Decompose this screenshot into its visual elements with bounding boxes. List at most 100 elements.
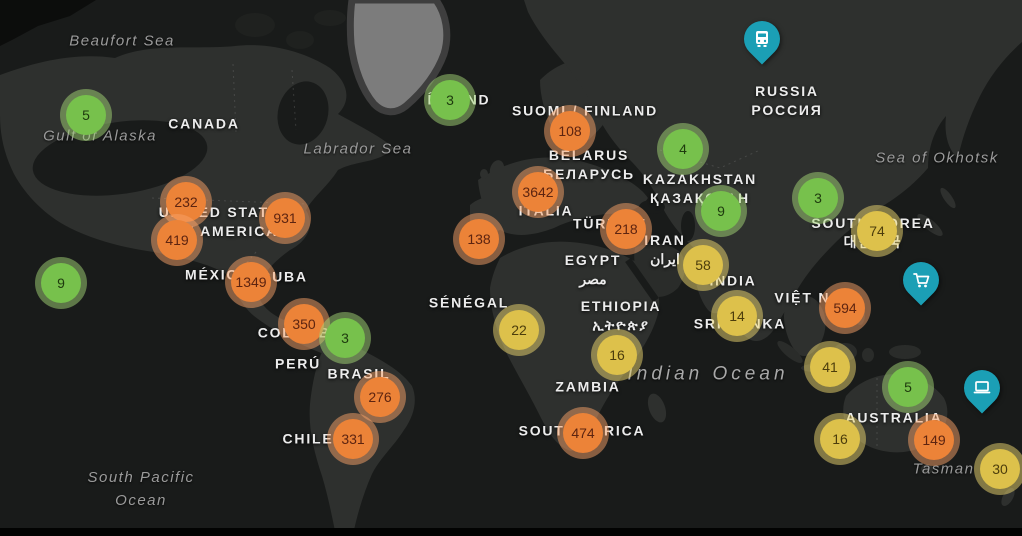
country-label-line: CHILE: [282, 430, 334, 447]
country-label: CHILE: [283, 430, 334, 449]
cluster-count: 419: [157, 220, 197, 260]
cluster-count-value: 16: [832, 431, 848, 447]
cluster-marker[interactable]: 5: [60, 89, 112, 141]
greenland: [346, 0, 451, 116]
cluster-marker[interactable]: 4: [657, 123, 709, 175]
map-pin-bus[interactable]: [736, 13, 788, 65]
cluster-count: 108: [550, 111, 590, 151]
country-label-line: ZAMBIA: [555, 378, 621, 395]
cluster-count: 9: [41, 263, 81, 303]
cluster-count-value: 22: [511, 322, 527, 338]
cluster-marker[interactable]: 74: [851, 205, 903, 257]
country-label: ZAMBIA: [555, 378, 620, 397]
cluster-marker[interactable]: 3: [319, 312, 371, 364]
cluster-count: 3: [430, 80, 470, 120]
sea-label: Labrador Sea: [304, 138, 413, 161]
cluster-count-value: 5: [904, 379, 912, 395]
cluster-marker[interactable]: 331: [327, 413, 379, 465]
country-label-line: PERÚ: [274, 355, 322, 372]
cluster-count: 74: [857, 211, 897, 251]
cluster-count: 138: [459, 219, 499, 259]
cluster-count-value: 41: [822, 359, 838, 375]
cluster-marker[interactable]: 41: [804, 341, 856, 393]
cluster-count: 16: [597, 335, 637, 375]
cluster-marker[interactable]: 58: [677, 239, 729, 291]
sea-label-line: Labrador Sea: [303, 140, 413, 158]
country-label-line: ኢትዮጵያ: [592, 317, 650, 333]
map-pin-shopping-cart[interactable]: [895, 254, 947, 306]
country-label-line: ایران: [650, 251, 680, 267]
country-label: EGYPT مصر: [565, 251, 621, 289]
sea-label-line: Ocean: [115, 492, 167, 509]
cluster-marker[interactable]: 3642: [512, 166, 564, 218]
country-borders: [151, 63, 878, 450]
cluster-marker[interactable]: 3: [792, 172, 844, 224]
cluster-marker[interactable]: 218: [600, 203, 652, 255]
cluster-count: 276: [360, 377, 400, 417]
country-label: SÉNÉGAL: [429, 294, 509, 313]
shopping-cart-icon: [913, 273, 930, 288]
country-label-line: РОССИЯ: [751, 102, 823, 118]
cluster-marker[interactable]: 149: [908, 414, 960, 466]
cluster-count: 22: [499, 310, 539, 350]
cluster-marker[interactable]: 138: [453, 213, 505, 265]
cluster-count-value: 3: [341, 330, 349, 346]
country-label-line: SÉNÉGAL: [428, 294, 510, 311]
cluster-count: 3: [798, 178, 838, 218]
cluster-marker[interactable]: 16: [591, 329, 643, 381]
cluster-marker[interactable]: 276: [354, 371, 406, 423]
cluster-marker[interactable]: 9: [695, 185, 747, 237]
cluster-count: 14: [717, 296, 757, 336]
sea-label-line: South Pacific: [87, 469, 195, 486]
bottom-bar: [0, 528, 1022, 536]
sea-label-line: Beaufort Sea: [69, 32, 175, 50]
cluster-count-value: 331: [341, 431, 365, 447]
cluster-count-value: 58: [695, 257, 711, 273]
cluster-count: 149: [914, 420, 954, 460]
cluster-marker[interactable]: 931: [259, 192, 311, 244]
cluster-count-value: 108: [558, 123, 582, 139]
cluster-marker[interactable]: 16: [814, 413, 866, 465]
cluster-marker[interactable]: 474: [557, 407, 609, 459]
country-label: CANADA: [168, 115, 239, 134]
cluster-marker[interactable]: 22: [493, 304, 545, 356]
cluster-marker[interactable]: 1349: [225, 256, 277, 308]
cluster-count-value: 149: [922, 432, 946, 448]
cluster-marker[interactable]: 594: [819, 282, 871, 334]
cluster-count: 58: [683, 245, 723, 285]
cluster-marker[interactable]: 14: [711, 290, 763, 342]
country-label: PERÚ: [275, 355, 321, 374]
cluster-marker[interactable]: 3: [424, 74, 476, 126]
cluster-marker[interactable]: 9: [35, 257, 87, 309]
cluster-count-value: 419: [165, 232, 189, 248]
cluster-count-value: 5: [82, 107, 90, 123]
cluster-count-value: 4: [679, 141, 687, 157]
cluster-count-value: 14: [729, 308, 745, 324]
cluster-marker[interactable]: 419: [151, 214, 203, 266]
country-label-line: IRAN: [644, 232, 686, 248]
cluster-count: 350: [284, 304, 324, 344]
sea-label: South Pacific Ocean: [87, 466, 194, 512]
cluster-count: 16: [820, 419, 860, 459]
cluster-marker[interactable]: 108: [544, 105, 596, 157]
cluster-count: 218: [606, 209, 646, 249]
cluster-count: 331: [333, 419, 373, 459]
cluster-count: 4: [663, 129, 703, 169]
corner-landmass: [0, 0, 96, 46]
map-pin-laptop[interactable]: [956, 362, 1008, 414]
sea-label-line: Indian Ocean: [627, 363, 789, 385]
cluster-marker[interactable]: 30: [974, 443, 1022, 495]
cluster-count-value: 3: [814, 190, 822, 206]
cluster-count-value: 9: [57, 275, 65, 291]
cluster-count: 9: [701, 191, 741, 231]
cluster-count-value: 218: [614, 221, 638, 237]
country-label-line: مصر: [579, 271, 607, 287]
cluster-count-value: 232: [174, 194, 198, 210]
sea-label-line: Sea of Okhotsk: [875, 149, 999, 167]
cluster-count-value: 16: [609, 347, 625, 363]
cluster-count-value: 30: [992, 461, 1008, 477]
cluster-marker[interactable]: 5: [882, 361, 934, 413]
